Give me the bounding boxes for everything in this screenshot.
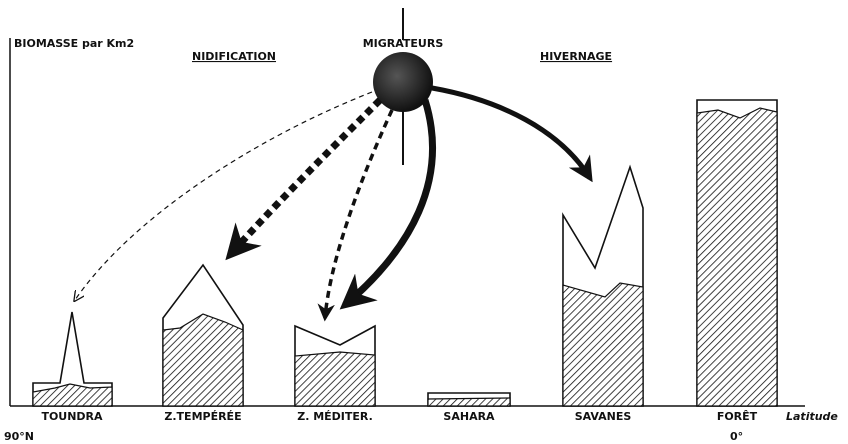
zone-labels: TOUNDRA Z.TEMPÉRÉE Z. MÉDITER. SAHARA SA… xyxy=(41,410,757,423)
migrants-symbol xyxy=(373,8,433,165)
zone-label: SAHARA xyxy=(443,410,495,423)
x-axis-label: Latitude xyxy=(786,410,838,423)
x-axis-start: 90°N xyxy=(4,430,34,443)
zone-label: Z. MÉDITER. xyxy=(297,410,373,423)
zone-label: SAVANES xyxy=(575,410,632,423)
x-axis-end: 0° xyxy=(730,430,743,443)
zone-label: Z.TEMPÉRÉE xyxy=(164,410,241,423)
section-label: MIGRATEURS xyxy=(363,37,444,50)
section-label: NIDIFICATION xyxy=(192,50,276,63)
zone-label: FORÊT xyxy=(717,410,758,423)
axis-label: BIOMASSE par Km2 xyxy=(14,37,134,50)
arrows xyxy=(75,85,593,322)
zone-label: TOUNDRA xyxy=(41,410,103,423)
section-label: HIVERNAGE xyxy=(540,50,612,63)
zones xyxy=(32,99,778,407)
axes xyxy=(9,38,805,407)
